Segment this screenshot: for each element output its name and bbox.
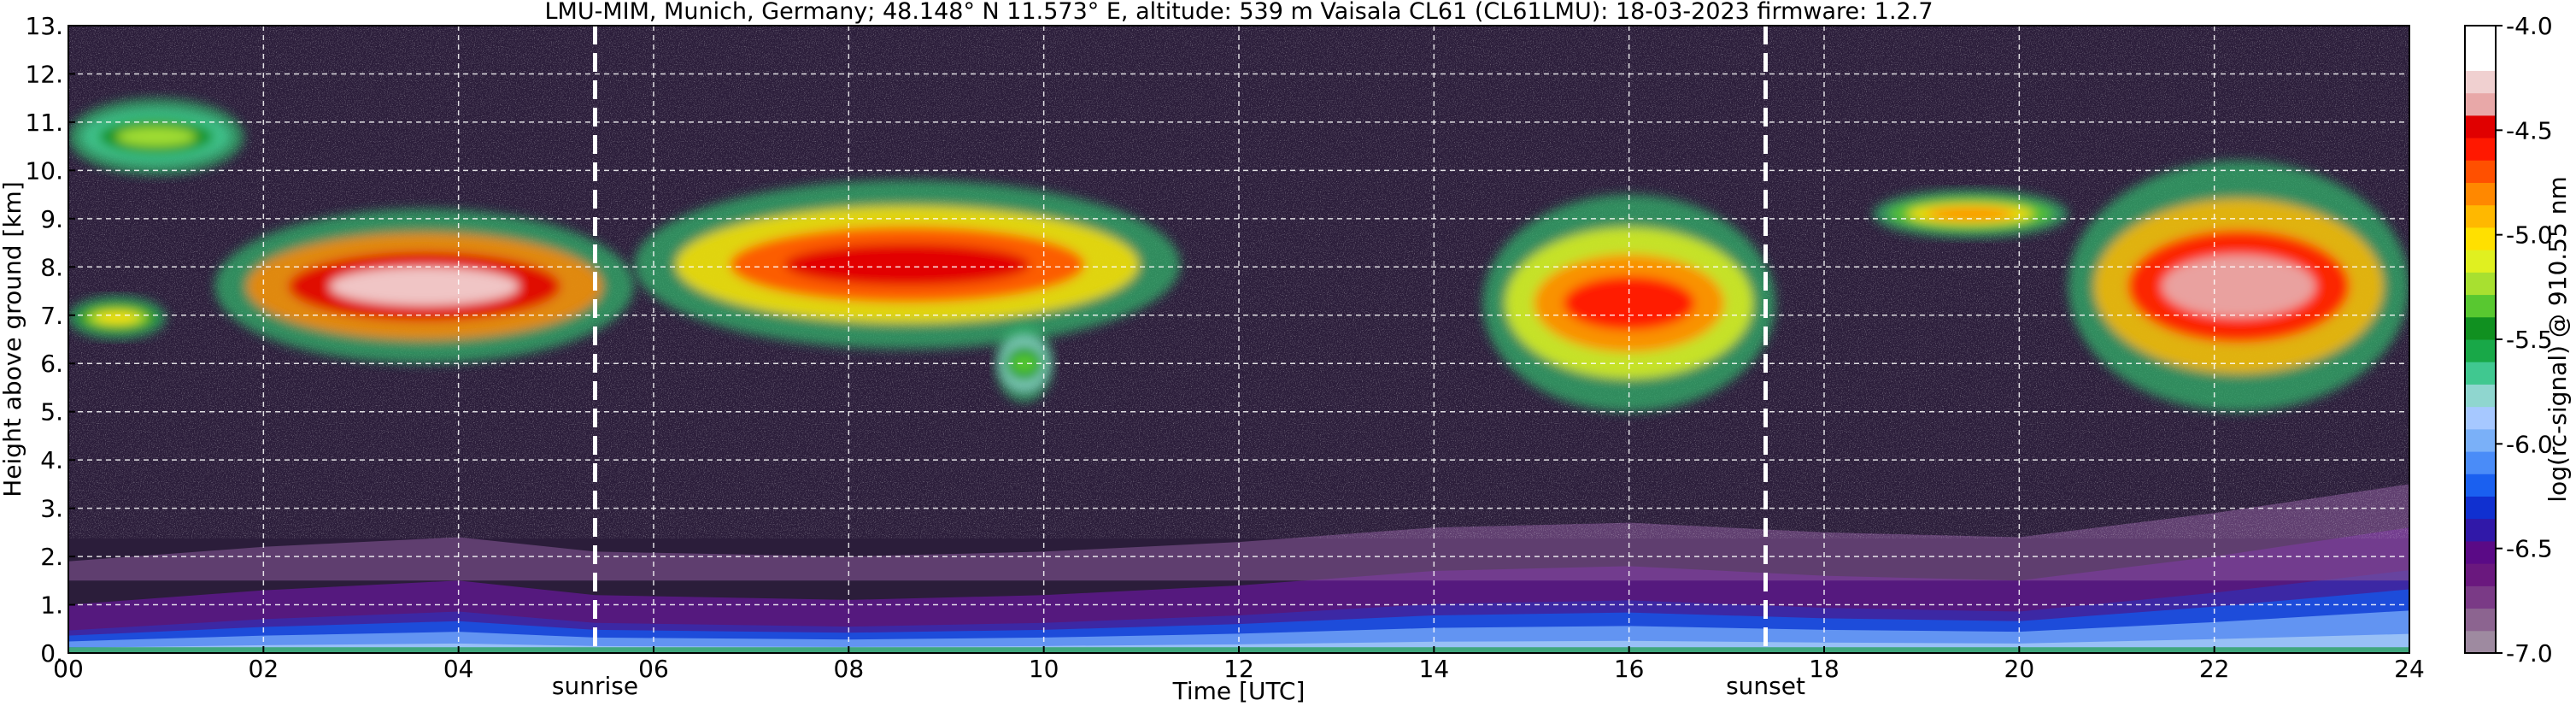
y-axis-ticks: 0. 1. 2. 3. 4. 5. 6. 7. 8. 9. 10. 11. 12. 13. <box>25 12 75 668</box>
y-tick-label: 6. <box>40 350 63 378</box>
y-tick-label: 8. <box>40 253 63 281</box>
colorbar-swatch <box>2465 362 2496 385</box>
colorbar-swatch <box>2465 138 2496 161</box>
colorbar-label: log(rc-signal) @ 910.55 nm <box>2544 176 2572 502</box>
colorbar-swatch <box>2465 227 2496 250</box>
colorbar-tick-label: -7.0 <box>2506 639 2553 668</box>
colorbar-swatch <box>2465 250 2496 273</box>
x-axis-label: Time [UTC] <box>1172 677 1306 705</box>
colorbar-swatch <box>2465 182 2496 206</box>
colorbar-swatch <box>2465 474 2496 497</box>
y-tick-label: 10. <box>25 156 63 185</box>
x-tick-label: 14 <box>1419 655 1450 683</box>
chart-title: LMU-MIM, Munich, Germany; 48.148° N 11.5… <box>544 0 1933 25</box>
cloud <box>2068 161 2409 412</box>
y-tick-label: 2. <box>40 543 63 571</box>
cloud-core <box>330 267 519 306</box>
colorbar-swatch <box>2465 406 2496 430</box>
x-tick-label: 18 <box>1809 655 1840 683</box>
x-tick-label: 12 <box>1223 655 1254 683</box>
colorbar-swatch <box>2465 48 2496 71</box>
colorbar-swatch <box>2465 160 2496 183</box>
x-tick-label: 24 <box>2394 655 2425 683</box>
colorbar-swatch <box>2465 451 2496 474</box>
colorbar-swatch <box>2465 630 2496 654</box>
colorbar-tick-label: -6.0 <box>2506 430 2553 458</box>
colorbar-swatch <box>2465 563 2496 586</box>
colorbar-swatch <box>2465 384 2496 408</box>
colorbar-swatch <box>2465 339 2496 362</box>
cloud-core <box>116 126 196 147</box>
cloud-core <box>2162 255 2316 318</box>
cloud <box>214 209 635 364</box>
colorbar-swatch <box>2465 70 2496 94</box>
colorbar-tick-label: -4.0 <box>2506 12 2553 40</box>
y-axis-label: Height above ground [km] <box>0 181 26 497</box>
y-tick-label: 5. <box>40 398 63 427</box>
sun-markers <box>593 26 1768 653</box>
colorbar-swatch <box>2465 496 2496 520</box>
colorbar-tick-label: -5.5 <box>2506 326 2553 354</box>
colorbar-swatch <box>2465 115 2496 138</box>
colorbar-swatch <box>2465 585 2496 609</box>
y-tick-label: 13. <box>25 12 63 40</box>
cloud <box>1873 189 2068 238</box>
colorbar-swatch <box>2465 204 2496 228</box>
cloud-layer <box>68 97 2409 412</box>
y-tick-label: 7. <box>40 302 63 330</box>
sun-marker-labels: sunrise sunset <box>552 672 1805 700</box>
y-tick-label: 4. <box>40 446 63 474</box>
colorbar-swatch <box>2465 428 2496 452</box>
colorbar-swatch <box>2465 26 2496 49</box>
colorbar-swatch <box>2465 92 2496 116</box>
colorbar-tick-label: -4.5 <box>2506 116 2553 144</box>
colorbar: -7.0 -6.5 -6.0 -5.5 -5.0 -4.5 -4.0 <box>2464 12 2553 668</box>
cloud <box>634 179 1181 350</box>
colorbar-swatch <box>2465 294 2496 318</box>
cloud <box>68 296 167 339</box>
x-tick-label: 10 <box>1029 655 1059 683</box>
colorbar-swatch <box>2465 540 2496 564</box>
x-tick-label: 22 <box>2199 655 2230 683</box>
cloud <box>995 325 1054 403</box>
sunset-label: sunset <box>1726 672 1805 700</box>
x-tick-label: 04 <box>443 655 474 683</box>
cloud-core <box>1926 208 2015 221</box>
colorbar-swatch <box>2465 608 2496 632</box>
x-tick-label: 02 <box>249 655 279 683</box>
y-tick-label: 12. <box>25 60 63 88</box>
colorbar-tick-label: -5.0 <box>2506 221 2553 250</box>
y-tick-label: 3. <box>40 495 63 523</box>
y-tick-label: 11. <box>25 109 63 137</box>
x-tick-label: 00 <box>53 655 84 683</box>
colorbar-swatch <box>2465 272 2496 296</box>
y-tick-label: 9. <box>40 205 63 233</box>
x-tick-label: 06 <box>638 655 669 683</box>
x-tick-label: 08 <box>834 655 865 683</box>
cloud <box>68 97 244 176</box>
colorbar-tick-label: -6.5 <box>2506 535 2553 563</box>
aerosol-band <box>68 610 2409 653</box>
sunrise-label: sunrise <box>552 672 638 700</box>
x-tick-label: 20 <box>2004 655 2035 683</box>
x-tick-label: 16 <box>1614 655 1645 683</box>
grid <box>68 26 2409 653</box>
cloud-core <box>95 312 139 323</box>
colorbar-swatch <box>2465 316 2496 340</box>
y-tick-label: 1. <box>40 591 63 620</box>
colorbar-swatch <box>2465 518 2496 542</box>
cloud-core <box>1011 353 1038 374</box>
y-tick-label: 0. <box>40 639 63 668</box>
cloud-core <box>783 243 1030 286</box>
x-axis-ticks: 00 02 04 06 08 10 12 14 16 18 20 22 24 <box>53 646 2425 683</box>
